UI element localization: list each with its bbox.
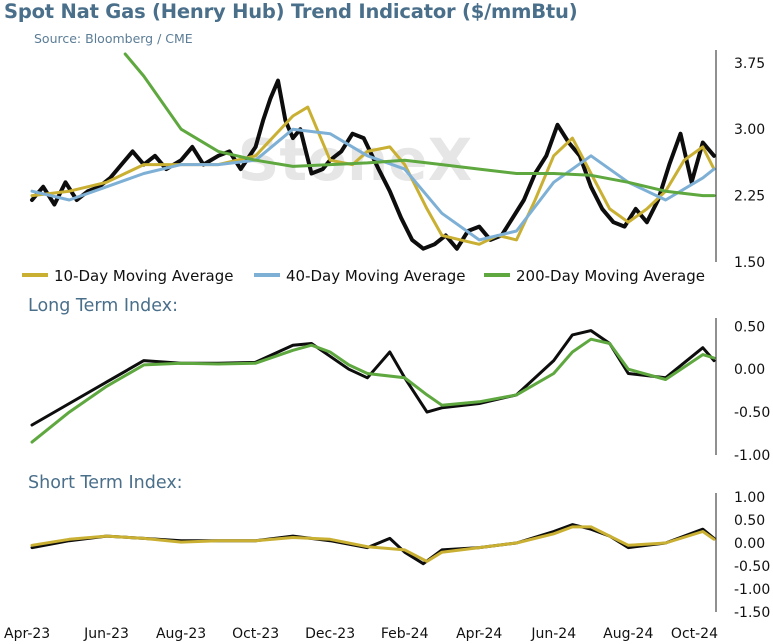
x-tick-label: Apr-24 [456, 626, 502, 642]
y-tick-label: 1.00 [734, 490, 765, 506]
y-tick-label: 2.25 [734, 189, 765, 205]
y-tick-label: -1.00 [734, 582, 770, 598]
y-tick-label: 3.00 [734, 122, 765, 138]
source-note: Source: Bloomberg / CME [34, 31, 193, 46]
short-term-index-label: Short Term Index: [28, 473, 183, 493]
y-tick-label: 3.75 [734, 56, 765, 72]
x-tick-label: Feb-24 [381, 626, 429, 642]
x-tick-label: Jun-23 [83, 626, 129, 642]
y-tick-label: 1.50 [734, 255, 765, 271]
y-tick-label: 0.50 [734, 513, 765, 529]
chart-title: Spot Nat Gas (Henry Hub) Trend Indicator… [4, 0, 578, 23]
series-line-2-0 [30, 523, 716, 566]
y-tick-label: 0.00 [734, 536, 765, 552]
y-tick-label: 0.50 [734, 319, 765, 335]
series-line-0-0 [30, 78, 716, 251]
y-tick-label: -1.00 [734, 448, 770, 464]
series-line-1-1 [30, 337, 716, 444]
y-tick-label: -0.50 [734, 405, 770, 421]
watermark: StoneX [238, 126, 473, 194]
x-tick-label: Aug-23 [156, 626, 206, 642]
series-line-2-1 [30, 525, 716, 563]
long-term-index-label: Long Term Index: [28, 296, 178, 316]
x-tick-label: Apr-23 [4, 626, 50, 642]
legend-label: 40-Day Moving Average [286, 267, 465, 285]
y-tick-label: 0.00 [734, 362, 765, 378]
y-tick-label: -0.50 [734, 559, 770, 575]
x-tick-label: Oct-23 [232, 626, 279, 642]
legend-label: 200-Day Moving Average [516, 267, 705, 285]
series-line-0-3 [123, 52, 716, 198]
y-tick-label: -1.50 [734, 605, 770, 621]
x-tick-label: Dec-23 [305, 626, 355, 642]
x-tick-label: Jun-24 [530, 626, 576, 642]
x-tick-label: Oct-24 [671, 626, 718, 642]
legend-label: 10-Day Moving Average [54, 267, 233, 285]
x-tick-label: Aug-24 [603, 626, 653, 642]
